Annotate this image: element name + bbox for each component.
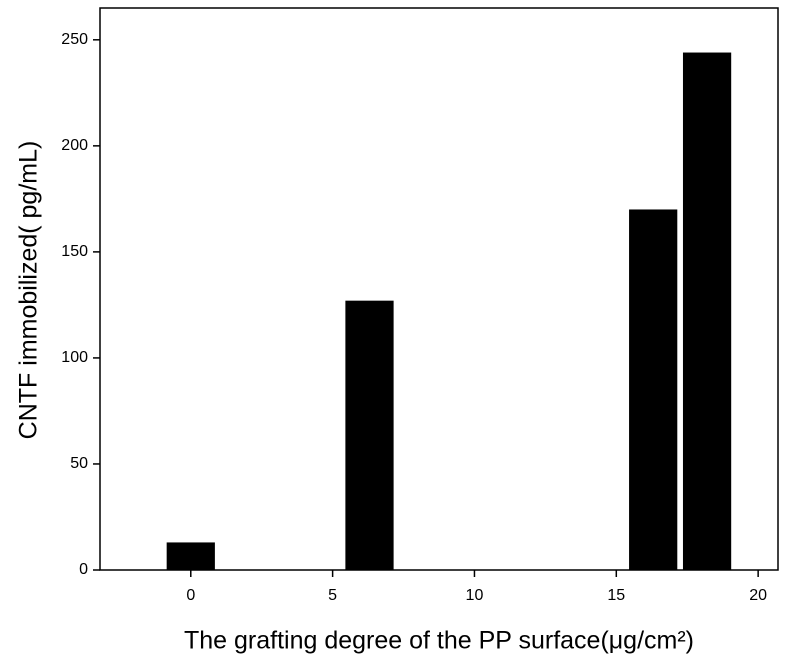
y-tick-label: 100 — [61, 349, 88, 366]
x-axis-title: The grafting degree of the PP surface(μg… — [184, 627, 694, 655]
x-tick-label: 0 — [186, 587, 195, 604]
x-tick-label: 10 — [466, 587, 484, 604]
y-tick-label: 150 — [61, 243, 88, 260]
y-tick-label: 250 — [61, 31, 88, 48]
bar — [166, 542, 215, 570]
bar — [629, 209, 678, 571]
bar — [682, 52, 732, 571]
y-axis-title: CNTF immobilized( pg/mL) — [15, 141, 43, 440]
x-tick-label: 15 — [607, 587, 625, 604]
x-tick-label: 20 — [749, 587, 767, 604]
y-tick-label: 200 — [61, 137, 88, 154]
bar — [345, 300, 394, 570]
y-tick-label: 0 — [79, 561, 88, 578]
plot-frame — [99, 7, 779, 571]
y-tick-label: 50 — [70, 455, 88, 472]
x-tick-label: 5 — [328, 587, 337, 604]
